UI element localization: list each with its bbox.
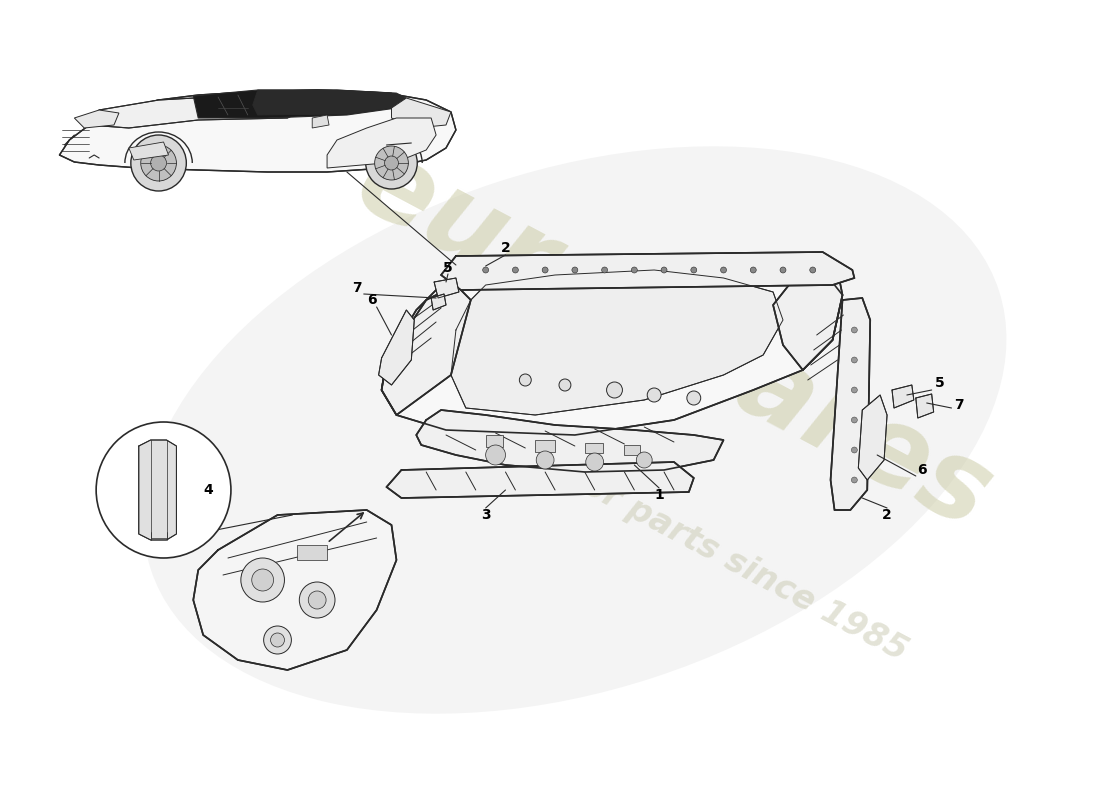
Text: 4: 4 [204, 483, 213, 497]
Circle shape [131, 135, 186, 191]
Polygon shape [386, 462, 694, 498]
Polygon shape [327, 118, 436, 168]
Circle shape [691, 267, 696, 273]
Text: 2: 2 [500, 241, 510, 255]
Bar [625, 445, 640, 455]
Polygon shape [194, 510, 396, 670]
Polygon shape [451, 270, 783, 415]
Circle shape [720, 267, 726, 273]
Circle shape [686, 391, 701, 405]
Circle shape [750, 267, 756, 273]
Circle shape [661, 267, 667, 273]
Circle shape [851, 327, 857, 333]
Text: 7: 7 [955, 398, 965, 412]
Polygon shape [129, 142, 168, 160]
Polygon shape [89, 95, 307, 128]
Circle shape [486, 445, 506, 465]
Polygon shape [382, 255, 843, 435]
Circle shape [151, 155, 166, 171]
Text: 1: 1 [654, 488, 664, 502]
Text: a passion for parts since 1985: a passion for parts since 1985 [396, 372, 913, 668]
Polygon shape [382, 285, 471, 415]
Polygon shape [194, 90, 396, 118]
Circle shape [602, 267, 607, 273]
Circle shape [636, 452, 652, 468]
Text: 6: 6 [367, 293, 376, 307]
Text: 6: 6 [917, 463, 926, 477]
Circle shape [385, 156, 398, 170]
Polygon shape [253, 90, 406, 115]
Polygon shape [916, 394, 934, 418]
Circle shape [483, 267, 488, 273]
Circle shape [851, 417, 857, 423]
Circle shape [141, 145, 176, 181]
Polygon shape [139, 440, 176, 540]
Circle shape [851, 387, 857, 393]
Circle shape [308, 591, 326, 609]
Circle shape [375, 146, 408, 180]
Polygon shape [378, 310, 415, 385]
Polygon shape [434, 278, 459, 298]
Polygon shape [75, 110, 119, 128]
Circle shape [519, 374, 531, 386]
Polygon shape [392, 98, 451, 128]
Bar [297, 545, 327, 560]
Circle shape [264, 626, 292, 654]
Text: eurospares: eurospares [339, 128, 1009, 552]
Polygon shape [416, 410, 724, 472]
Text: 7: 7 [352, 281, 362, 295]
Circle shape [299, 582, 336, 618]
Polygon shape [830, 298, 870, 510]
Polygon shape [773, 268, 843, 370]
Ellipse shape [143, 146, 1006, 714]
Circle shape [536, 451, 554, 469]
Circle shape [780, 267, 786, 273]
Circle shape [606, 382, 623, 398]
Polygon shape [441, 252, 855, 290]
Bar [486, 435, 504, 447]
Polygon shape [431, 294, 446, 310]
Circle shape [586, 453, 604, 471]
Circle shape [542, 267, 548, 273]
Polygon shape [59, 90, 455, 172]
Circle shape [96, 422, 231, 558]
Circle shape [559, 379, 571, 391]
Circle shape [365, 137, 417, 189]
Text: 2: 2 [882, 508, 892, 522]
Bar [536, 440, 556, 452]
Circle shape [647, 388, 661, 402]
Text: 5: 5 [935, 376, 945, 390]
Circle shape [572, 267, 578, 273]
Text: 5: 5 [443, 261, 453, 275]
Circle shape [851, 447, 857, 453]
Circle shape [252, 569, 274, 591]
Circle shape [851, 477, 857, 483]
Polygon shape [892, 385, 914, 408]
Polygon shape [312, 115, 329, 128]
Polygon shape [858, 395, 887, 480]
Circle shape [241, 558, 285, 602]
Circle shape [271, 633, 285, 647]
Circle shape [851, 357, 857, 363]
Bar [585, 443, 603, 453]
Circle shape [513, 267, 518, 273]
Circle shape [631, 267, 637, 273]
Text: 3: 3 [481, 508, 491, 522]
Circle shape [810, 267, 816, 273]
